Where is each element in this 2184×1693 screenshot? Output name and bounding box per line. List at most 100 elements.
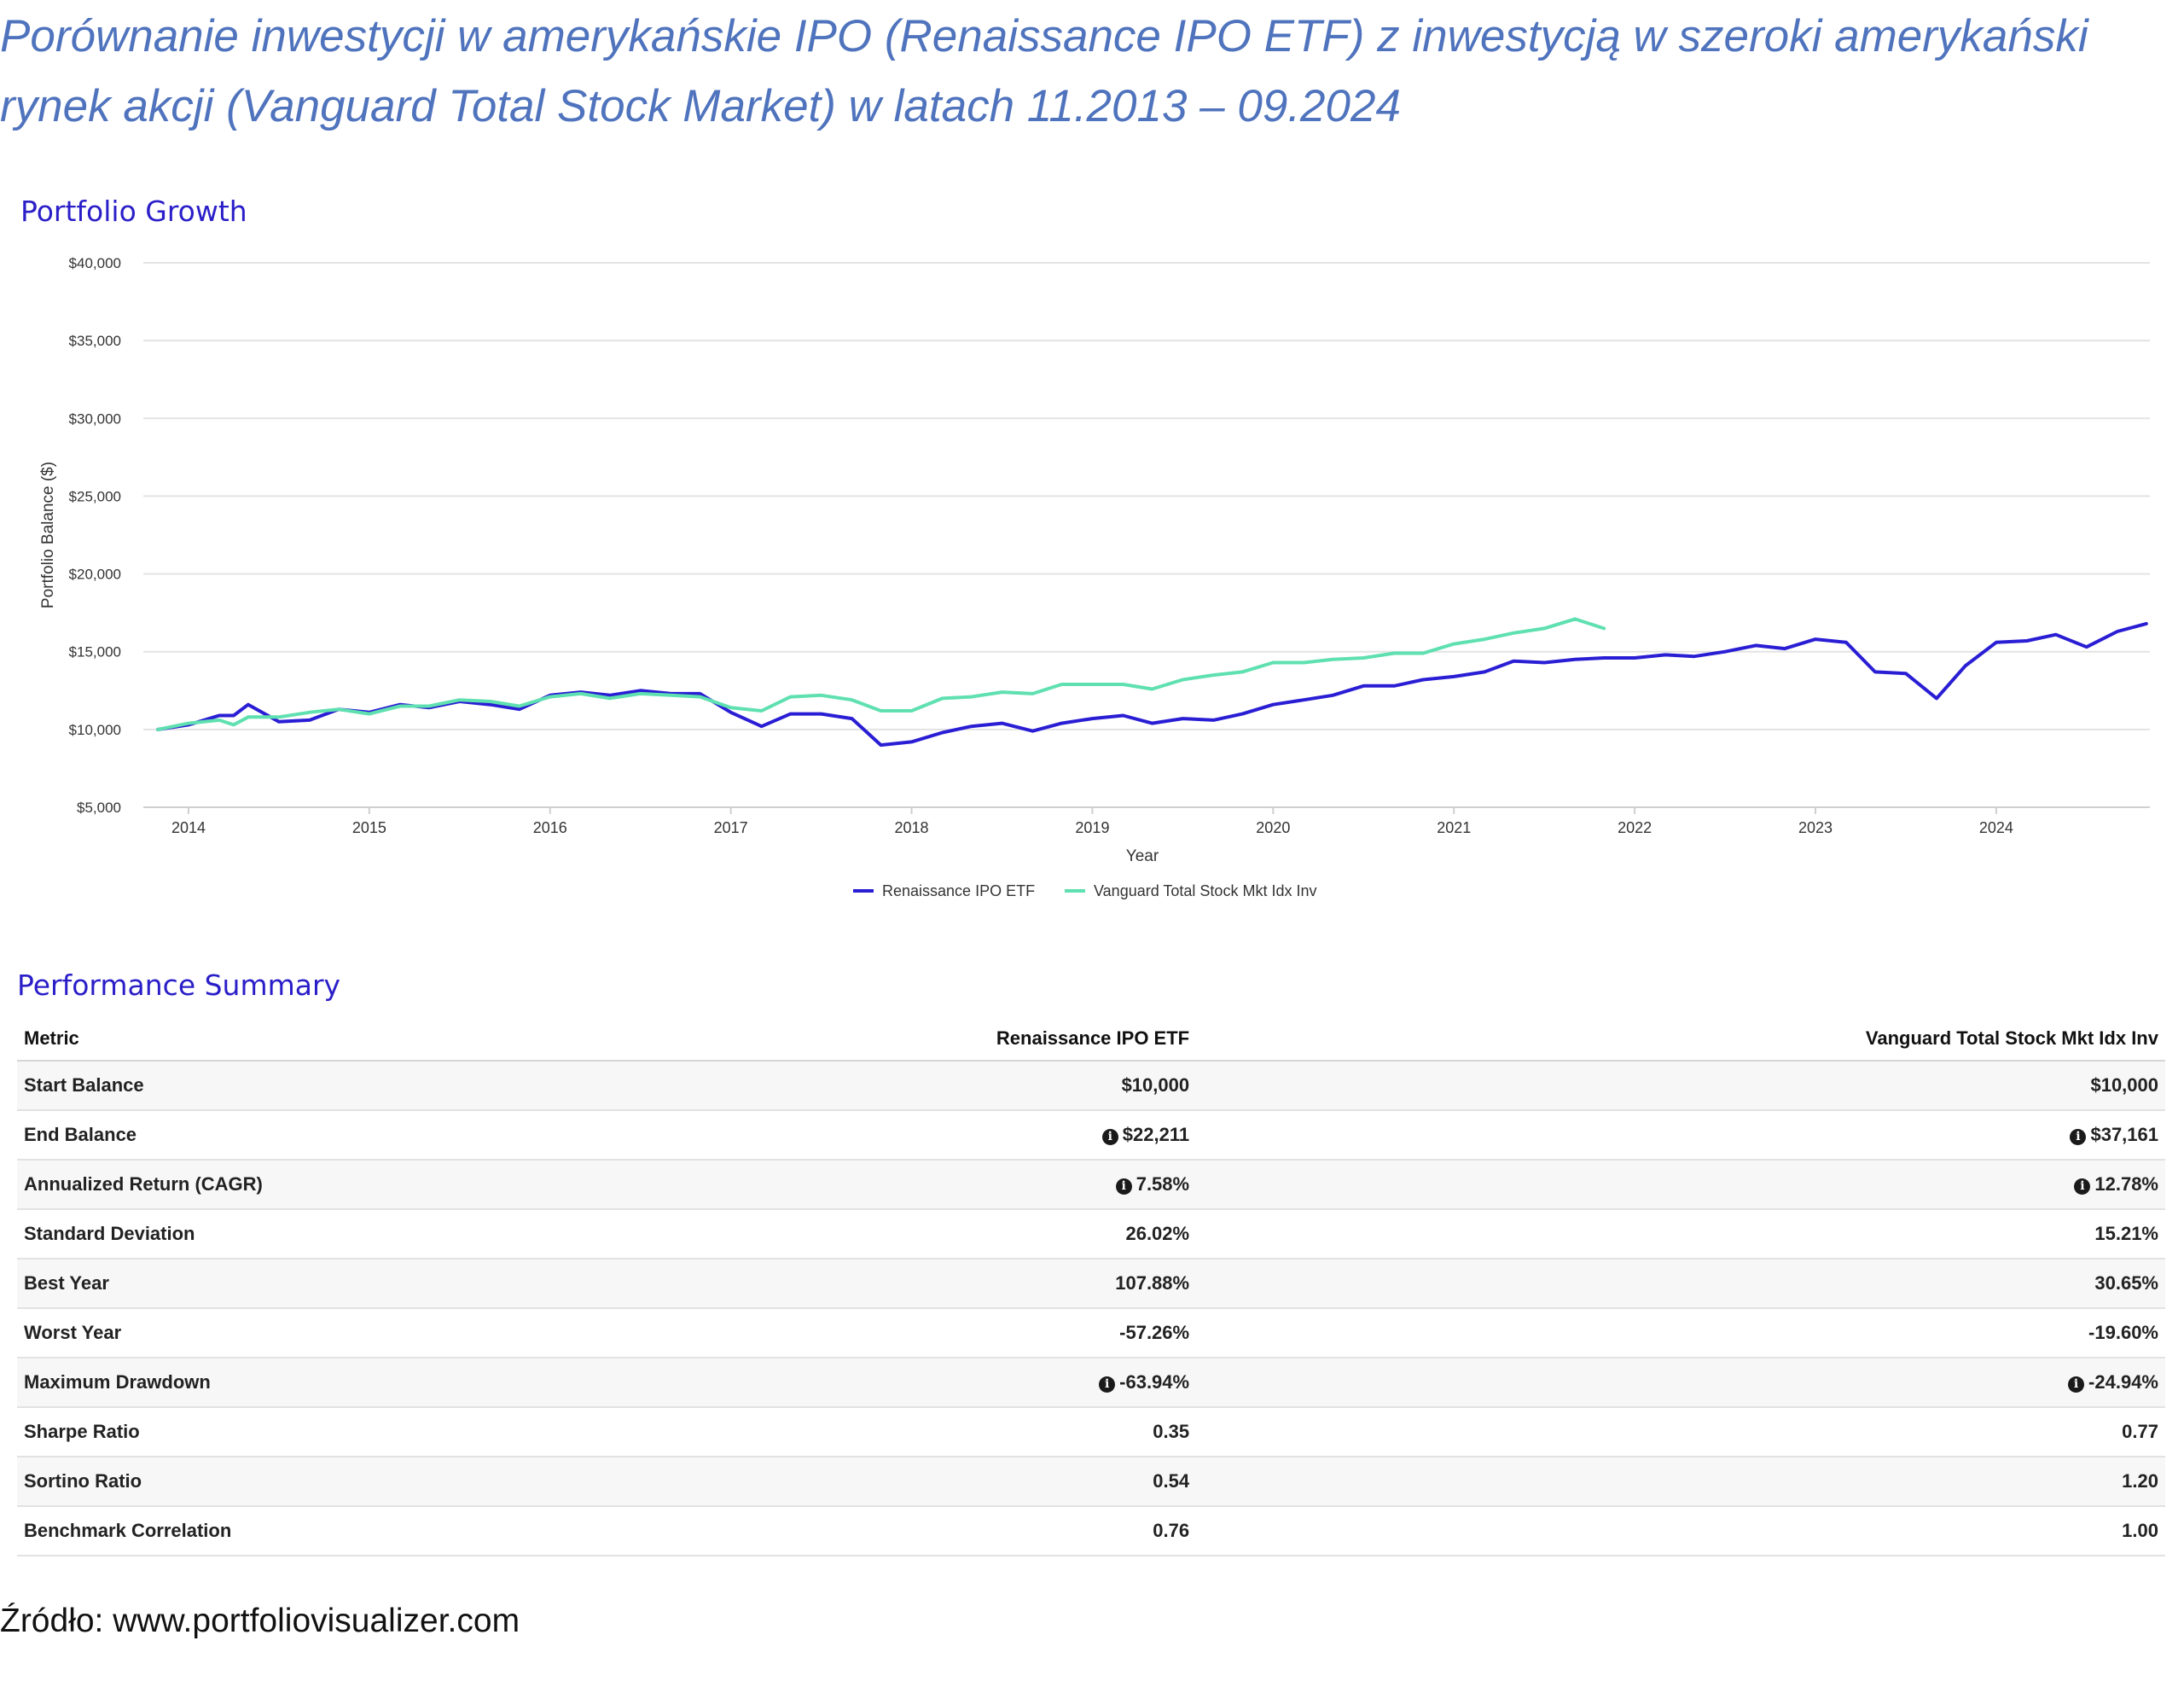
y-tick-label: $20,000 (69, 567, 121, 583)
ipo-value-text: 26.02% (1125, 1223, 1190, 1244)
portfolio-growth-title: Portfolio Growth (20, 195, 247, 228)
x-tick-label: 2018 (895, 819, 929, 836)
legend-label[interactable]: Vanguard Total Stock Mkt Idx Inv (1094, 882, 1316, 899)
table-header-row: Metric Renaissance IPO ETF Vanguard Tota… (17, 1017, 2165, 1062)
ipo-value-text: -57.26% (1119, 1322, 1190, 1343)
ipo-value-text: $22,211 (1122, 1124, 1190, 1145)
header-metric: Metric (17, 1017, 543, 1062)
info-icon[interactable]: i (1115, 1178, 1132, 1195)
vanguard-value: i -24.94% (1196, 1358, 2165, 1408)
vanguard-value: i 12.78% (1196, 1160, 2165, 1210)
x-axis-ticks: 2014 2015 2016 2017 2018 2019 2020 2021 2022 2023… (171, 807, 2013, 836)
vanguard-value: 1.00 (1196, 1506, 2165, 1556)
x-tick-label: 2021 (1437, 819, 1471, 836)
ipo-value: i -63.94% (543, 1358, 1197, 1408)
ipo-value: 0.35 (543, 1407, 1197, 1457)
table-row: Standard Deviation 26.02% 15.21% (17, 1209, 2165, 1260)
header-ipo: Renaissance IPO ETF (543, 1017, 1197, 1062)
vanguard-value-text: 15.21% (2094, 1223, 2158, 1244)
vanguard-value-text: 12.78% (2094, 1173, 2158, 1195)
metric-name: Standard Deviation (17, 1209, 543, 1260)
vanguard-value: 30.65% (1196, 1259, 2165, 1309)
heading-line-1: Porównanie inwestycji w amerykańskie IPO… (0, 11, 2088, 61)
x-tick-label: 2014 (171, 819, 206, 836)
ipo-value-text: 0.54 (1153, 1470, 1190, 1492)
metric-name: Annualized Return (CAGR) (17, 1160, 543, 1210)
vanguard-value-text: $10,000 (2090, 1074, 2158, 1096)
metric-name: Maximum Drawdown (17, 1358, 543, 1408)
table-body: Start Balance $10,000 $10,000 End Balance i $… (17, 1061, 2165, 1556)
y-tick-label: $15,000 (69, 644, 121, 660)
metric-name: Sharpe Ratio (17, 1407, 543, 1457)
ipo-value: 0.76 (543, 1506, 1197, 1556)
chart-series (156, 617, 2148, 748)
ipo-value-text: 7.58% (1136, 1173, 1190, 1195)
legend-label[interactable]: Renaissance IPO ETF (882, 882, 1035, 899)
y-axis-ticks: $5,000 $10,000 $15,000 $20,000 $25,000 $30,00… (69, 255, 121, 816)
info-icon[interactable]: i (2068, 1376, 2085, 1393)
ipo-value: -57.26% (543, 1308, 1197, 1358)
metric-name: Sortino Ratio (17, 1457, 543, 1507)
vanguard-value-text: 30.65% (2094, 1272, 2158, 1294)
header-vanguard: Vanguard Total Stock Mkt Idx Inv (1196, 1017, 2165, 1062)
x-tick-label: 2020 (1256, 819, 1290, 836)
ipo-value-text: $10,000 (1121, 1074, 1190, 1096)
ipo-value: i $22,211 (543, 1110, 1197, 1161)
info-icon[interactable]: i (2074, 1178, 2091, 1195)
page-heading: Porównanie inwestycji w amerykańskie IPO… (0, 2, 2184, 142)
y-tick-label: $10,000 (69, 722, 121, 738)
y-tick-label: $35,000 (69, 333, 121, 349)
heading-line-2: rynek akcji (Vanguard Total Stock Market… (0, 81, 1401, 131)
vanguard-value: $10,000 (1196, 1061, 2165, 1111)
chart-grid (143, 262, 2150, 808)
metric-name: End Balance (17, 1110, 543, 1161)
table-row: Annualized Return (CAGR) i 7.58% i 12.78% (17, 1160, 2165, 1210)
vanguard-value: -19.60% (1196, 1308, 2165, 1358)
vanguard-value: 1.20 (1196, 1457, 2165, 1507)
table-row: Sharpe Ratio 0.35 0.77 (17, 1407, 2165, 1457)
x-tick-label: 2022 (1618, 819, 1652, 836)
x-tick-label: 2019 (1075, 819, 1109, 836)
y-tick-label: $5,000 (77, 800, 121, 816)
metric-name: Worst Year (17, 1308, 543, 1358)
vanguard-value-text: 1.20 (2122, 1470, 2158, 1492)
vanguard-value-text: -24.94% (2088, 1371, 2158, 1393)
vanguard-value-text: -19.60% (2088, 1322, 2158, 1343)
vanguard-value: 0.77 (1196, 1407, 2165, 1457)
table-row: Best Year 107.88% 30.65% (17, 1259, 2165, 1309)
chart-legend: Renaissance IPO ETF Vanguard Total Stock … (853, 882, 1316, 899)
ipo-value-text: 0.35 (1153, 1421, 1190, 1442)
x-tick-label: 2015 (352, 819, 386, 836)
ipo-value: 26.02% (543, 1209, 1197, 1260)
x-tick-label: 2024 (1979, 819, 2013, 836)
vanguard-value: i $37,161 (1196, 1110, 2165, 1161)
performance-summary-table: Metric Renaissance IPO ETF Vanguard Tota… (17, 1017, 2165, 1556)
info-icon[interactable]: i (1099, 1376, 1116, 1393)
table-row: End Balance i $22,211 i $37,161 (17, 1110, 2165, 1161)
series-line-vanguard (156, 617, 1606, 731)
ipo-value-text: -63.94% (1119, 1371, 1190, 1393)
vanguard-value-text: 0.77 (2122, 1421, 2158, 1442)
info-icon[interactable]: i (1101, 1129, 1118, 1145)
x-tick-label: 2016 (533, 819, 567, 836)
ipo-value: 107.88% (543, 1259, 1197, 1309)
x-tick-label: 2023 (1798, 819, 1833, 836)
table-row: Maximum Drawdown i -63.94% i -24.94% (17, 1358, 2165, 1408)
table-row: Start Balance $10,000 $10,000 (17, 1061, 2165, 1111)
ipo-value: 0.54 (543, 1457, 1197, 1507)
source-note: Źródło: www.portfoliovisualizer.com (0, 1603, 520, 1639)
y-tick-label: $40,000 (69, 255, 121, 271)
y-tick-label: $25,000 (69, 488, 121, 504)
info-icon[interactable]: i (2070, 1129, 2087, 1145)
ipo-value: i 7.58% (543, 1160, 1197, 1210)
ipo-value-text: 107.88% (1115, 1272, 1190, 1294)
metric-name: Best Year (17, 1259, 543, 1309)
performance-summary-title: Performance Summary (17, 969, 341, 1002)
table-row: Sortino Ratio 0.54 1.20 (17, 1457, 2165, 1507)
ipo-value: $10,000 (543, 1061, 1197, 1111)
y-axis-title: Portfolio Balance ($) (39, 462, 57, 608)
metric-name: Benchmark Correlation (17, 1506, 543, 1556)
ipo-value-text: 0.76 (1153, 1520, 1190, 1541)
table-row: Benchmark Correlation 0.76 1.00 (17, 1506, 2165, 1556)
x-tick-label: 2017 (714, 819, 748, 836)
